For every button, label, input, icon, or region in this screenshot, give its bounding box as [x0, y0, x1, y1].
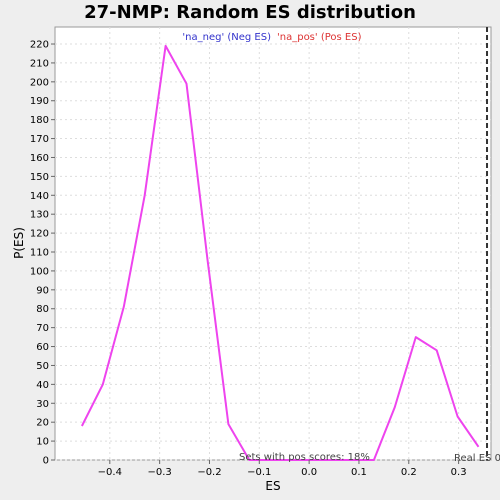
plot-area — [54, 26, 492, 461]
grid-layer — [55, 27, 491, 461]
x-tick-label: 0.3 — [451, 467, 467, 478]
x-tick-label: −0.2 — [197, 467, 221, 478]
y-tick-label: 20 — [36, 418, 49, 429]
y-tick-label: 60 — [36, 342, 49, 353]
x-tick-label: −0.1 — [247, 467, 271, 478]
y-tick-label: 50 — [36, 361, 49, 372]
y-tick-label: 110 — [30, 248, 49, 259]
axis-layer: 0 10 20 30 40 50 60 70 80 90 100 110 120 130 140 150 160… — [30, 40, 467, 478]
y-tick-label: 200 — [30, 77, 49, 88]
y-tick-label: 90 — [36, 285, 49, 296]
y-tick-label: 150 — [30, 172, 49, 183]
pos-scores-annotation: Sets with pos scores: 18% — [239, 452, 370, 463]
y-tick-label: 210 — [30, 58, 49, 69]
y-tick-label: 10 — [36, 437, 49, 448]
es-distribution-line — [81, 44, 480, 461]
chart-title: 27-NMP: Random ES distribution — [84, 2, 416, 23]
legend-neg-es: 'na_neg' (Neg ES) — [182, 32, 271, 43]
x-axis-label: ES — [265, 479, 280, 493]
y-tick-label: 40 — [36, 380, 49, 391]
y-tick-label: 30 — [36, 399, 49, 410]
y-tick-label: 100 — [30, 266, 49, 277]
y-tick-label: 190 — [30, 96, 49, 107]
series-layer — [81, 27, 489, 461]
y-tick-label: 180 — [30, 115, 49, 126]
x-tick-label: 0.1 — [351, 467, 367, 478]
y-tick-label: 0 — [43, 456, 49, 467]
y-tick-label: 160 — [30, 153, 49, 164]
y-tick-label: 120 — [30, 229, 49, 240]
legend-pos-es: 'na_pos' (Pos ES) — [277, 32, 362, 43]
x-tick-label: −0.3 — [147, 467, 171, 478]
y-tick-label: 170 — [30, 134, 49, 145]
y-tick-label: 70 — [36, 323, 49, 334]
y-tick-label: 220 — [30, 40, 49, 51]
x-tick-label: 0.2 — [401, 467, 417, 478]
real-es-label: Real ES 0 — [454, 453, 500, 464]
y-tick-label: 140 — [30, 191, 49, 202]
y-tick-label: 130 — [30, 210, 49, 221]
x-tick-label: 0.0 — [301, 467, 317, 478]
y-axis-label: P(ES) — [12, 227, 26, 259]
y-tick-label: 80 — [36, 304, 49, 315]
x-tick-label: −0.4 — [98, 467, 122, 478]
